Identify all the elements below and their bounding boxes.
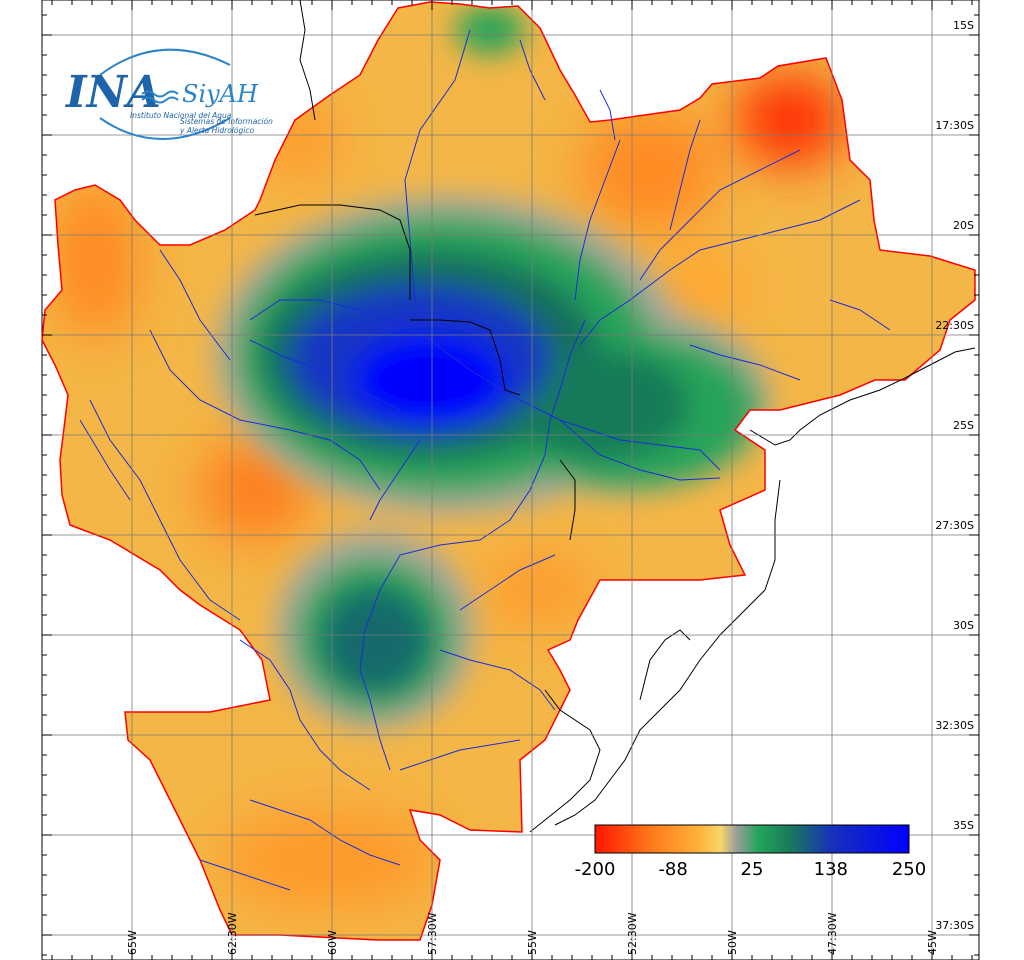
lon-label-45w: 45W (926, 930, 939, 955)
lon-label-65w: 65W (126, 930, 139, 955)
logo-arc-top (99, 48, 231, 76)
lon-label-47-30w: 47:30W (826, 912, 839, 955)
logo-arc-bottom (99, 117, 231, 140)
logo-wave-icon (141, 90, 179, 104)
lon-label-60w: 60W (326, 930, 339, 955)
longitude-labels: 65W 62:30W 60W 57:30W 55W 52:30W 50W 47:… (126, 912, 939, 955)
colorbar-ticks: -200 -88 25 138 250 (575, 859, 927, 880)
logo-system-line2: y Alerta Hidrológico (179, 126, 254, 135)
rivers (79, 29, 891, 891)
colorbar: -200 -88 25 138 250 (575, 824, 927, 880)
lat-label-25s: 25S (953, 419, 974, 432)
lat-label-37-30s: 37:30S (935, 919, 974, 932)
colorbar-tick-label: -88 (658, 859, 687, 880)
lat-label-20s: 20S (953, 219, 974, 232)
colorbar-tick-label: -200 (575, 859, 616, 880)
lat-label-30s: 30S (953, 619, 974, 632)
lat-label-17-30s: 17:30S (935, 119, 974, 132)
lon-label-55w: 55W (526, 930, 539, 955)
colorbar-tick-label: 250 (892, 859, 926, 880)
lat-label-32-30s: 32:30S (935, 719, 974, 732)
logo-org-name: Instituto Nacional del Agua (130, 111, 232, 120)
colorbar-tick-label: 138 (814, 859, 848, 880)
axis-ticks (42, 0, 979, 960)
lon-label-62-30w: 62:30W (226, 912, 239, 955)
lat-label-35s: 35S (953, 819, 974, 832)
logo-siyah-text: SiyAH (182, 80, 259, 108)
lon-label-52-30w: 52:30W (626, 912, 639, 955)
lat-label-22-30s: 22:30S (935, 319, 974, 332)
country-borders (254, 0, 976, 833)
latitude-labels: 15S 17:30S 20S 22:30S 25S 27:30S 30S 32:… (935, 19, 974, 932)
lat-lon-grid (42, 0, 979, 960)
lat-label-15s: 15S (953, 19, 974, 32)
colorbar-tick-label: 25 (741, 859, 764, 880)
colorbar-gradient (594, 824, 910, 854)
lon-label-50w: 50W (726, 930, 739, 955)
lat-label-27-30s: 27:30S (935, 519, 974, 532)
basin-outline (41, 1, 976, 941)
logo-system-line1: Sistemas de información (180, 117, 273, 126)
lon-label-57-30w: 57:30W (426, 912, 439, 955)
ina-siyah-logo: INA SiyAH Instituto Nacional del Agua Si… (64, 48, 273, 140)
